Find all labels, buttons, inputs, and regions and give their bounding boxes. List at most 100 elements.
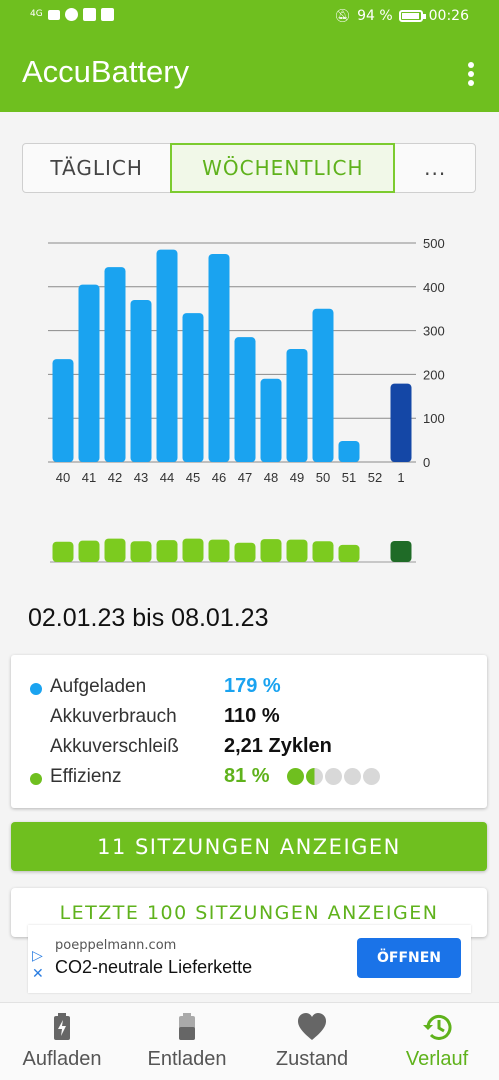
date-range: 02.01.23 bis 08.01.23 (28, 604, 269, 632)
nav-health[interactable]: Zustand (250, 1003, 374, 1080)
amazon-icon (100, 8, 114, 21)
nav-discharging-label: Entladen (147, 1048, 227, 1070)
status-bar: 4G 🔕︎ 94 % 00:26 (0, 0, 499, 34)
x-tick-label: 42 (108, 470, 122, 485)
chart-bar (234, 337, 256, 462)
weekly-charge-chart[interactable]: 500 400 300 200 100 0 40 41 42 43 44 45 46 47 48 49 50 51… (0, 220, 499, 580)
whatsapp-icon (64, 8, 78, 21)
y-tick-label: 0 (423, 455, 430, 470)
bottom-nav: Aufladen Entladen Zustand Verlauf (0, 1002, 499, 1080)
x-tick-label: 51 (342, 470, 356, 485)
contact-icon (82, 8, 96, 21)
efficiency-bar (338, 544, 360, 562)
x-tick-label: 40 (56, 470, 70, 485)
usage-value: 110 % (224, 705, 280, 727)
stat-wear: Akkuverschleiß 2,21 Zyklen (11, 733, 487, 763)
nav-health-label: Zustand (275, 1048, 349, 1070)
efficiency-bar (156, 540, 178, 562)
usage-label: Akkuverbrauch (50, 706, 177, 727)
status-bar-left: 4G (30, 8, 114, 21)
efficiency-label: Effizienz (50, 766, 122, 787)
y-tick-label: 400 (423, 280, 445, 295)
history-icon (423, 1014, 452, 1040)
efficiency-rating (287, 768, 380, 785)
x-tick-label: 48 (264, 470, 278, 485)
x-tick-label: 50 (316, 470, 330, 485)
x-tick-label: 41 (82, 470, 96, 485)
chart-bar (338, 440, 360, 462)
wear-value: 2,21 Zyklen (224, 735, 332, 757)
battery-discharging-icon (179, 1013, 195, 1040)
chart-bar (130, 299, 152, 462)
heart-icon (298, 1013, 326, 1040)
y-tick-label: 200 (423, 367, 445, 382)
charged-dot (30, 683, 42, 695)
ad-domain: poeppelmann.com (55, 938, 177, 953)
more-vert-icon[interactable] (467, 62, 475, 86)
x-tick-label: 43 (134, 470, 148, 485)
battery-charging-icon (54, 1013, 70, 1040)
chart-bar (312, 308, 334, 462)
efficiency-dot (30, 773, 42, 785)
nav-charging[interactable]: Aufladen (0, 1003, 124, 1080)
efficiency-bar (390, 540, 412, 562)
stat-charged: Aufgeladen 179 % (11, 673, 487, 703)
y-tick-label: 300 (423, 324, 445, 339)
efficiency-bar (104, 538, 126, 562)
efficiency-bar (234, 542, 256, 562)
y-tick-label: 500 (423, 236, 445, 251)
x-tick-label: 44 (160, 470, 174, 485)
stat-efficiency: Effizienz 81 % (11, 763, 487, 793)
efficiency-bar (78, 540, 100, 562)
app-bar: AccuBattery (0, 34, 499, 112)
leaf-icon (306, 768, 323, 785)
adchoices-icon[interactable]: ▷ ✕ (32, 948, 44, 982)
ad-banner[interactable]: ▷ ✕ poeppelmann.com CO2-neutrale Lieferke… (28, 925, 471, 993)
tab-more[interactable]: ... (424, 156, 447, 180)
chart-bar (208, 253, 230, 462)
efficiency-bar (260, 539, 282, 562)
mute-icon: 🔕︎ (334, 8, 352, 24)
nav-discharging[interactable]: Entladen (125, 1003, 249, 1080)
stat-usage: Akkuverbrauch 110 % (11, 703, 487, 733)
x-tick-label: 45 (186, 470, 200, 485)
chart-bar (156, 249, 178, 462)
x-tick-label: 47 (238, 470, 252, 485)
wear-label: Akkuverschleiß (50, 736, 179, 757)
x-tick-label: 46 (212, 470, 226, 485)
battery-percent: 94 % (357, 8, 393, 24)
stats-card: Aufgeladen 179 % Akkuverbrauch 110 % Akk… (11, 655, 487, 808)
efficiency-bar (312, 541, 334, 562)
chart-bar (104, 267, 126, 462)
chart-bar (52, 359, 74, 462)
efficiency-bar (208, 539, 230, 562)
battery-icon (398, 10, 426, 22)
leaf-icon (363, 768, 380, 785)
efficiency-value: 81 % (224, 765, 270, 787)
chart-bar (182, 313, 204, 462)
status-bar-right: 🔕︎ 94 % 00:26 (335, 8, 469, 24)
y-tick-label: 100 (423, 411, 445, 426)
efficiency-bar (182, 538, 204, 562)
clock: 00:26 (428, 8, 469, 24)
leaf-icon (287, 768, 304, 785)
chart-bar (78, 284, 100, 462)
efficiency-bar (130, 541, 152, 562)
nav-history[interactable]: Verlauf (375, 1003, 499, 1080)
chart-bar (390, 383, 412, 462)
show-sessions-button[interactable]: 11 SITZUNGEN ANZEIGEN (11, 822, 487, 871)
leaf-icon (344, 768, 361, 785)
app-title: AccuBattery (22, 54, 190, 89)
tab-weekly[interactable]: WÖCHENTLICH (170, 143, 396, 193)
chart-bar (260, 378, 282, 462)
ad-title: CO2-neutrale Lieferkette (55, 957, 253, 977)
tab-daily[interactable]: TÄGLICH (50, 156, 143, 180)
signal-icon (47, 9, 60, 20)
charged-value: 179 % (224, 675, 281, 697)
x-tick-label: 1 (397, 470, 404, 485)
efficiency-bar (52, 541, 74, 562)
x-tick-label: 52 (368, 470, 382, 485)
nav-charging-label: Aufladen (22, 1048, 102, 1070)
network-type: 4G (30, 9, 43, 19)
ad-open-button[interactable]: ÖFFNEN (357, 938, 461, 978)
